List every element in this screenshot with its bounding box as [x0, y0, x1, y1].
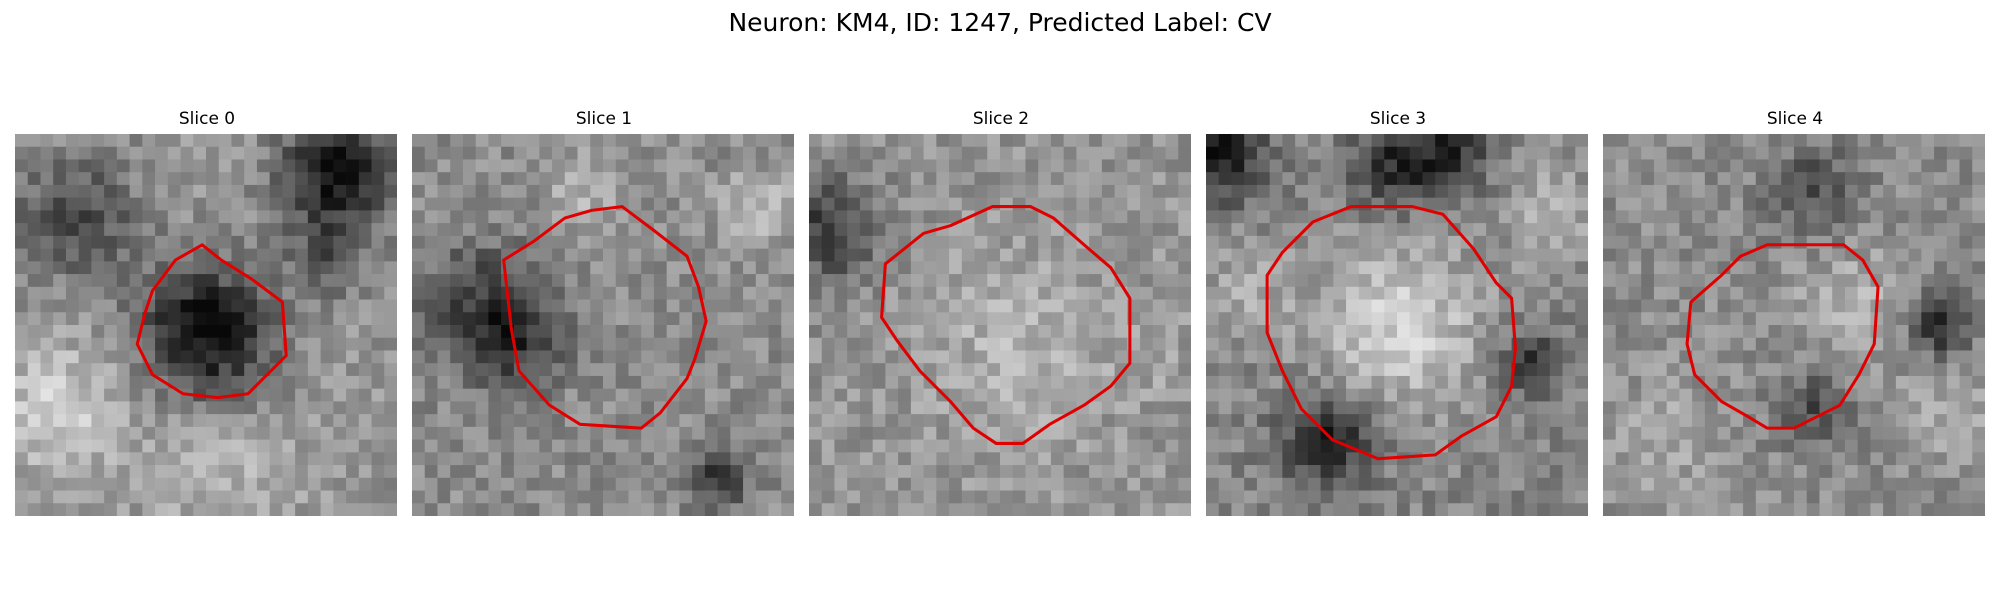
figure-title: Neuron: KM4, ID: 1247, Predicted Label: …: [728, 8, 1272, 37]
slice-pixels-0: [15, 134, 397, 516]
slice-title-0: Slice 0: [178, 109, 236, 129]
slice-image-1: [412, 134, 794, 516]
slice-panel-3: Slice 3: [1206, 108, 1590, 516]
slice-title-2: Slice 2: [972, 109, 1030, 129]
slice-pixels-1: [412, 134, 794, 516]
slice-image-2: [809, 134, 1191, 516]
slice-image-0: [15, 134, 397, 516]
contour-outline-3: [1265, 205, 1517, 461]
contour-outline-1: [502, 205, 708, 430]
contour-outline-0: [135, 243, 288, 400]
contour-outline-4: [1685, 243, 1880, 430]
slice-pixels-4: [1603, 134, 1985, 516]
slice-pixels-2: [809, 134, 1191, 516]
slice-title-1: Slice 1: [575, 109, 633, 129]
slice-title-3: Slice 3: [1369, 109, 1427, 129]
slice-panel-4: Slice 4: [1603, 108, 1987, 516]
slice-image-4: [1603, 134, 1985, 516]
slice-panel-2: Slice 2: [809, 108, 1193, 516]
slice-panel-0: Slice 0: [15, 108, 399, 516]
slice-title-4: Slice 4: [1766, 109, 1824, 129]
slice-image-3: [1206, 134, 1588, 516]
slice-pixels-3: [1206, 134, 1588, 516]
slice-panel-1: Slice 1: [412, 108, 796, 516]
contour-outline-2: [880, 205, 1132, 445]
